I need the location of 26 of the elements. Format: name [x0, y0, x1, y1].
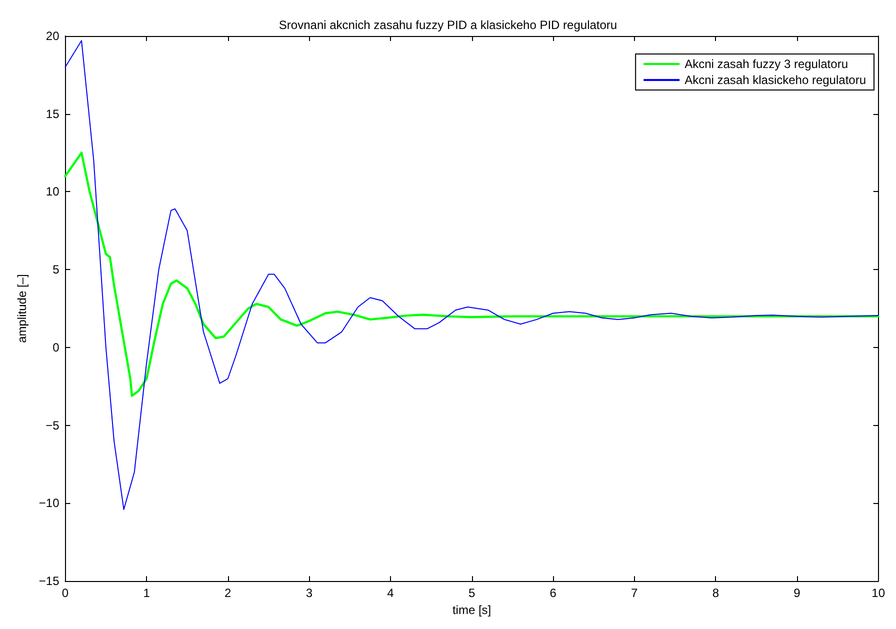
x-tick-label: 8: [712, 586, 720, 600]
x-tick-label: 6: [550, 586, 557, 600]
legend-label: Akcni zasah klasickeho regulatoru: [684, 73, 866, 87]
line-series: [64, 152, 880, 397]
x-tick-label: 5: [468, 586, 476, 600]
x-tick-label: 2: [224, 586, 232, 600]
y-tick-label: 20: [46, 29, 60, 43]
x-tick-label: 4: [387, 586, 394, 600]
chart-title: Srovnani akcnich zasahu fuzzy PID a klasickeho PID regulatoru: [278, 18, 618, 32]
x-tick-label: 9: [794, 586, 801, 600]
y-tick-label: 10: [46, 184, 60, 199]
line-series: [64, 40, 879, 510]
y-tick-label: 5: [52, 262, 60, 277]
y-axis-title: amplitude [–]: [15, 274, 29, 343]
y-tick-label: −10: [38, 496, 60, 510]
x-tick-label: 0: [62, 586, 69, 600]
x-tick-label: 10: [872, 586, 886, 600]
y-tick-label: −15: [38, 574, 60, 588]
x-tick-label: 1: [143, 586, 150, 600]
x-axis-title: time [s]: [452, 603, 492, 617]
x-tick-label: 3: [306, 586, 313, 600]
legend-label: Akcni zasah fuzzy 3 regulatoru: [684, 57, 848, 71]
y-tick-label: 0: [52, 340, 60, 354]
y-tick-label: −5: [46, 418, 60, 432]
x-tick-label: 7: [631, 586, 638, 600]
y-tick-label: 15: [46, 106, 60, 121]
